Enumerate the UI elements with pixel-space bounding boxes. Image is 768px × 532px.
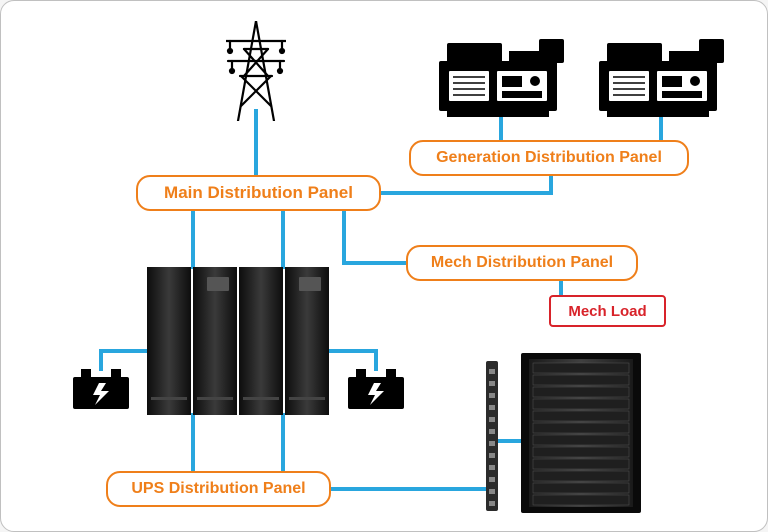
- main-panel-label: Main Distribution Panel: [164, 183, 353, 203]
- mech-load-label: Mech Load: [568, 303, 646, 320]
- generator-2-icon: [599, 31, 724, 119]
- server-rack-icon: [521, 353, 641, 513]
- ups-distribution-panel: UPS Distribution Panel: [106, 471, 331, 507]
- gen-panel-label: Generation Distribution Panel: [436, 149, 662, 167]
- generator-1-icon: [439, 31, 564, 119]
- transmission-tower-icon: [226, 21, 286, 121]
- ups-cabinet-2-icon: [239, 267, 329, 415]
- mech-load: Mech Load: [549, 295, 666, 327]
- mech-distribution-panel: Mech Distribution Panel: [406, 245, 638, 281]
- mech-panel-label: Mech Distribution Panel: [431, 254, 613, 272]
- diagram-frame: Main Distribution Panel Generation Distr…: [0, 0, 768, 532]
- ups-cabinet-1-icon: [147, 267, 237, 415]
- pdu-strip-icon: [486, 361, 498, 511]
- main-distribution-panel: Main Distribution Panel: [136, 175, 381, 211]
- battery-2-icon: [348, 369, 404, 409]
- generation-distribution-panel: Generation Distribution Panel: [409, 140, 689, 176]
- battery-1-icon: [73, 369, 129, 409]
- ups-panel-label: UPS Distribution Panel: [131, 480, 305, 498]
